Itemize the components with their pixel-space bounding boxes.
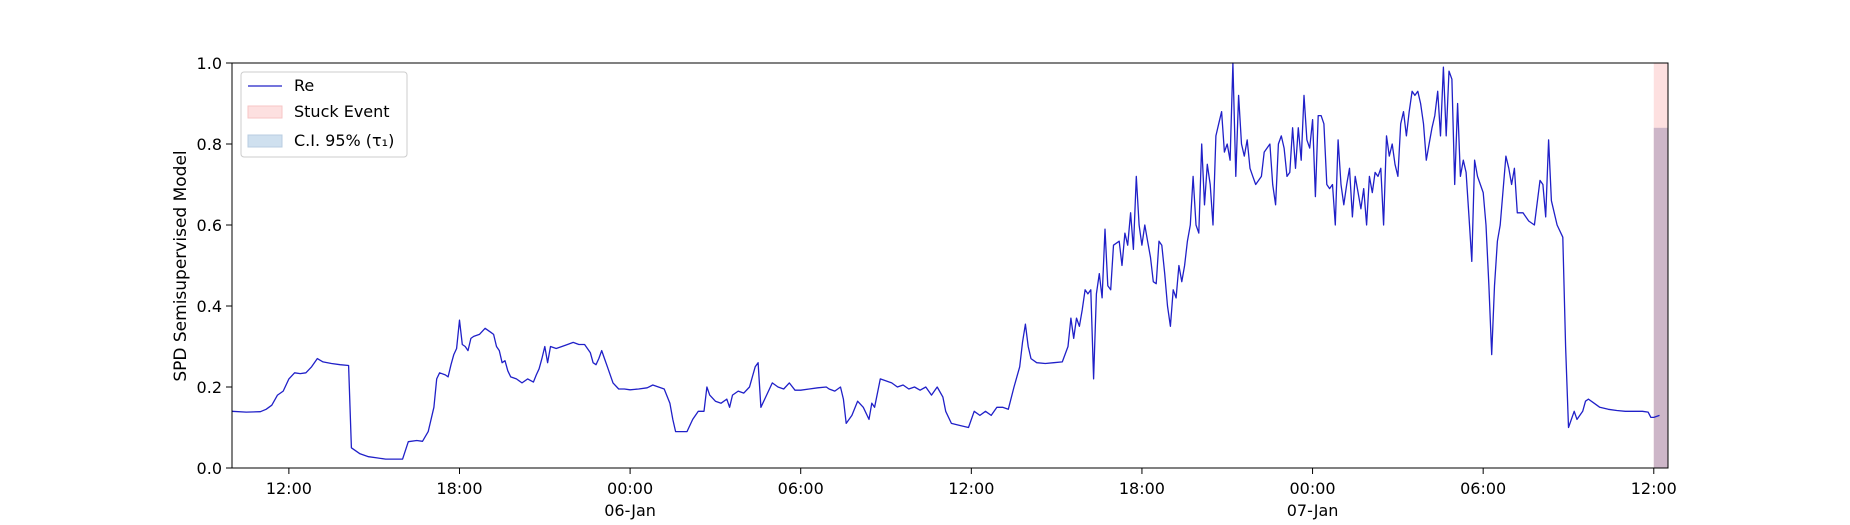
ci-band — [1653, 127, 1668, 469]
x-tick-label: 06-Jan — [604, 501, 656, 520]
legend-label-re: Re — [294, 76, 314, 95]
x-tick-label: 06:00 — [1460, 479, 1506, 498]
y-axis: 0.0 0.2 0.4 0.6 0.8 1.0 — [197, 54, 232, 478]
bands-layer — [1653, 63, 1668, 469]
x-tick-label: 1900 — [610, 523, 651, 525]
y-tick-label: 0.2 — [197, 378, 222, 397]
legend-label-stuck-event: Stuck Event — [294, 102, 390, 121]
series-line-re — [231, 62, 1660, 460]
y-axis-title: SPD Semisupervised Model — [171, 150, 191, 381]
legend-label-ci: C.I. 95% (τ₁) — [294, 131, 394, 150]
y-tick-label: 0.8 — [197, 135, 222, 154]
y-tick-label: 1.0 — [197, 54, 222, 73]
x-tick-label: 00:00 — [607, 479, 653, 498]
x-tick-label: 18:00 — [1119, 479, 1165, 498]
legend: Re Stuck Event C.I. 95% (τ₁) — [240, 71, 408, 158]
plot-frame — [231, 62, 1669, 469]
legend-swatch-ci — [247, 134, 283, 148]
legend-swatch-stuck-event — [247, 105, 283, 119]
x-tick-label: 12:00 — [1631, 479, 1677, 498]
series-layer — [231, 62, 1660, 460]
x-tick-label: 12:00 — [948, 479, 994, 498]
y-tick-label: 0.6 — [197, 216, 222, 235]
x-tick-label: 12:00 — [266, 479, 312, 498]
y-tick-label: 0.4 — [197, 297, 222, 316]
x-axis: 12:00 18:00 00:00 06-Jan 1900 06:00 12:00 18:00… — [266, 468, 1677, 525]
plot-area — [232, 63, 1668, 468]
x-tick-label: 07-Jan — [1287, 501, 1339, 520]
x-tick-label: 06:00 — [778, 479, 824, 498]
y-tick-label: 0.0 — [197, 459, 222, 478]
x-tick-label: 18:00 — [436, 479, 482, 498]
x-tick-label: 00:00 — [1289, 479, 1335, 498]
